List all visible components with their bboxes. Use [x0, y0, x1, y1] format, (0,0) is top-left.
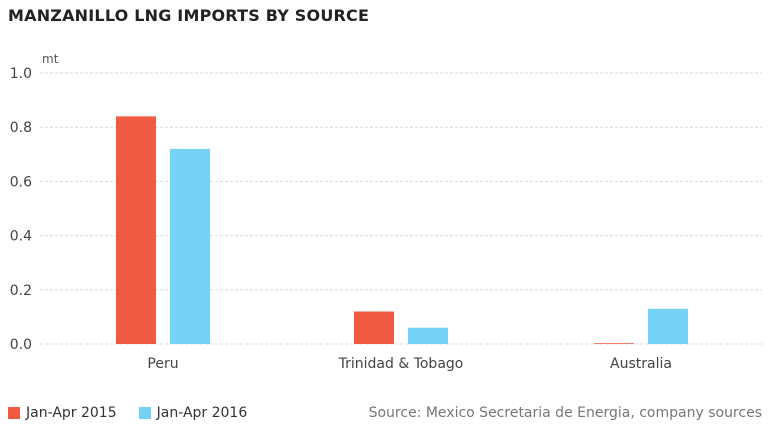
y-axis-unit-label: mt — [42, 52, 59, 66]
bar-2015 — [116, 116, 156, 344]
y-tick-label: 1.0 — [10, 66, 32, 82]
legend: Jan-Apr 2015 Jan-Apr 2016 — [8, 405, 269, 421]
chart-title: MANZANILLO LNG IMPORTS BY SOURCE — [8, 6, 370, 25]
bar-2015 — [354, 311, 394, 344]
legend-swatch-2016 — [138, 407, 151, 419]
legend-swatch-2015 — [8, 407, 20, 419]
bar-2016 — [408, 327, 448, 344]
source-note: Source: Mexico Secretaria de Energia, co… — [368, 405, 762, 421]
y-tick-label: 0.4 — [10, 229, 32, 245]
legend-label-2016: Jan-Apr 2016 — [156, 405, 248, 421]
x-category-label: Trinidad & Tobago — [338, 356, 464, 372]
bar-2016 — [648, 308, 688, 344]
legend-label-2015: Jan-Apr 2015 — [26, 405, 117, 421]
y-tick-label: 0.8 — [10, 120, 32, 136]
y-tick-label: 0.0 — [10, 337, 32, 353]
bar-2016 — [170, 148, 210, 344]
bar-2015 — [594, 343, 634, 344]
legend-item-2016: Jan-Apr 2016 — [138, 405, 248, 421]
y-tick-label: 0.6 — [10, 174, 32, 190]
x-category-label: Australia — [610, 356, 672, 372]
legend-item-2015: Jan-Apr 2015 — [8, 405, 117, 421]
y-tick-label: 0.2 — [10, 283, 32, 299]
x-category-label: Peru — [147, 356, 178, 372]
